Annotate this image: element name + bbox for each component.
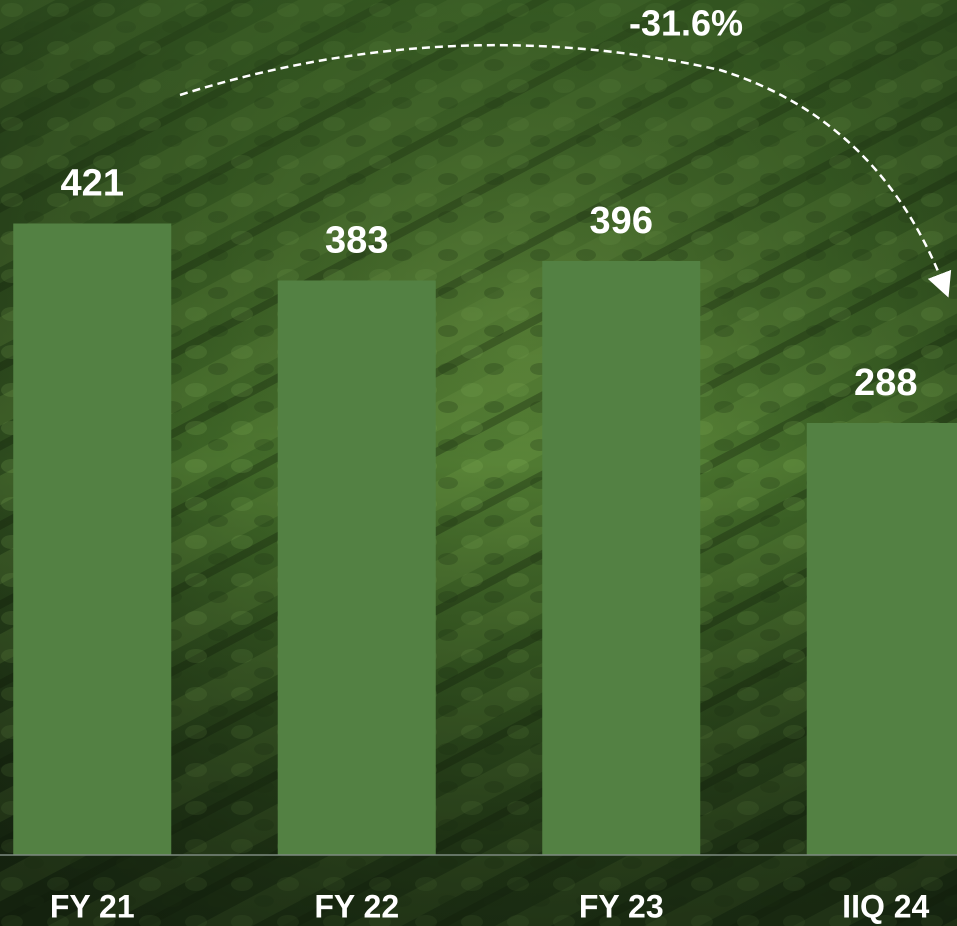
x-tick-label: FY 21 xyxy=(50,888,135,924)
value-label: 396 xyxy=(590,200,653,242)
value-label: 421 xyxy=(61,163,124,205)
annotation: -31.6% xyxy=(629,3,743,44)
value-label: 383 xyxy=(325,220,388,262)
trend-arrow xyxy=(179,43,952,298)
bar xyxy=(13,223,172,855)
x-tick-label: FY 22 xyxy=(314,888,399,924)
x-tick-label: FY 23 xyxy=(579,888,664,924)
value-label: 288 xyxy=(854,362,917,404)
bar xyxy=(542,261,701,855)
bar xyxy=(277,280,436,855)
bars xyxy=(13,223,957,855)
x-tick-label: IIQ 24 xyxy=(842,888,929,924)
bar xyxy=(806,423,957,855)
